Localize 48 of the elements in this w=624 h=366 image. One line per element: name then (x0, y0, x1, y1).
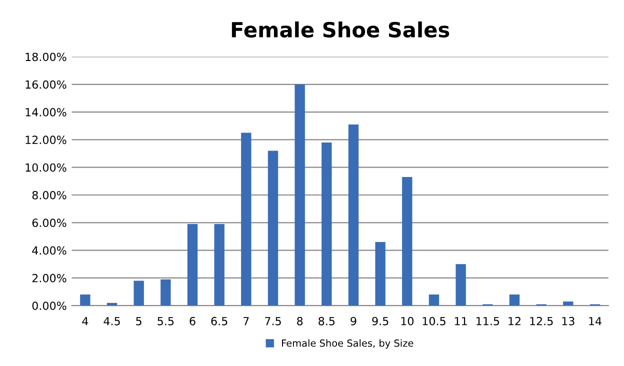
bar (322, 142, 332, 306)
y-tick-label: 16.00% (26, 80, 66, 89)
x-tick-label: 9 (350, 316, 356, 326)
x-tick-label: 13 (562, 316, 574, 326)
bar (375, 242, 386, 306)
x-tick-label: 8 (297, 316, 303, 326)
bar (187, 224, 198, 306)
x-tick-label: 14 (589, 317, 602, 326)
x-tick-label: 5.5 (158, 317, 174, 326)
x-tick-label: 6.5 (211, 316, 228, 326)
bar (241, 132, 252, 306)
x-tick-label: 7.5 (265, 317, 281, 326)
x-tick-label: 4 (82, 317, 88, 326)
x-tick-label: 4.5 (104, 317, 120, 326)
legend-label: Female Shoe Sales, by Size (282, 339, 414, 349)
bar (214, 224, 224, 306)
bar (268, 150, 278, 306)
y-tick-label: 14.00% (26, 108, 66, 116)
bar (428, 294, 440, 306)
y-tick-label: 4.00% (32, 246, 66, 255)
x-tick-label: 10 (401, 316, 414, 326)
x-tick-label: 12 (508, 316, 520, 326)
bar (402, 177, 412, 306)
x-tick-label: 7 (244, 317, 249, 326)
x-tick-label: 8.5 (318, 316, 335, 326)
x-tick-label: 10.5 (422, 316, 446, 326)
bar (294, 84, 305, 306)
bar (563, 301, 574, 306)
bar (134, 280, 144, 306)
x-tick-label: 9.5 (372, 316, 388, 326)
y-tick-label: 0.00% (32, 302, 66, 310)
bar (509, 294, 520, 306)
x-tick-label: 6 (190, 316, 196, 326)
y-tick-label: 2.00% (32, 274, 66, 282)
x-tick-label: 12.5 (530, 316, 553, 326)
y-tick-label: 10.00% (26, 163, 66, 172)
y-tick-label: 6.00% (32, 218, 66, 228)
bar (160, 279, 171, 306)
bar (80, 294, 90, 306)
x-tick-label: 5 (136, 317, 142, 326)
y-tick-label: 12.00% (26, 136, 66, 144)
x-tick-label: 11.5 (476, 317, 500, 326)
y-tick-label: 8.00% (32, 190, 66, 200)
chart-title: Female Shoe Sales (232, 21, 450, 38)
bar (456, 264, 466, 306)
bar (348, 124, 359, 306)
y-tick-label: 18.00% (26, 52, 66, 62)
x-tick-label: 11 (454, 317, 467, 326)
